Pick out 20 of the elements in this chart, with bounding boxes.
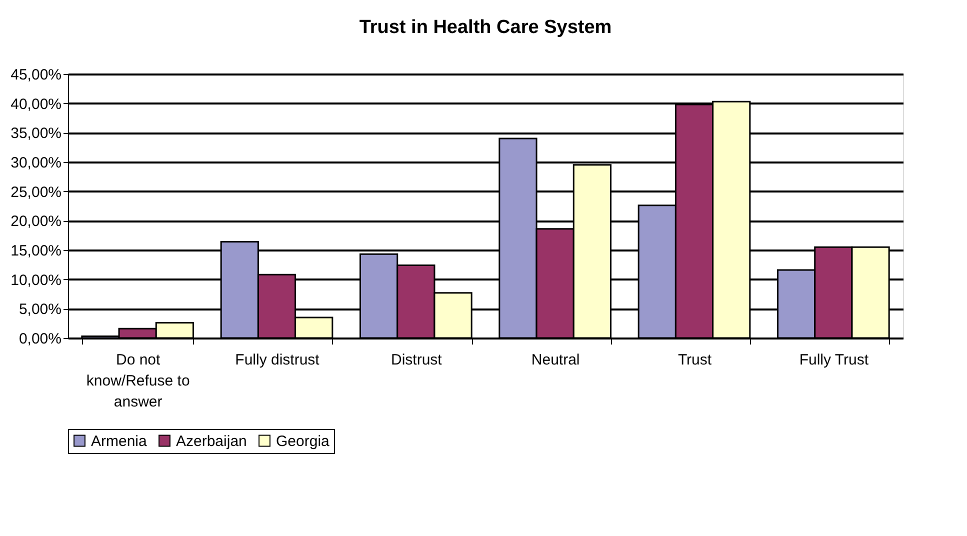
chart-title: Trust in Health Care System [359,17,612,38]
y-tick-label: 15,00% [10,242,62,260]
y-tick-label: 20,00% [10,213,62,230]
x-tick-label: Neutral [531,352,580,368]
y-tick-label: 35,00% [10,125,62,142]
y-tick-label: 0,00% [18,330,62,348]
legend-label: Azerbaijan [176,432,247,450]
y-tick-label: 40,00% [10,96,62,113]
legend-label: Armenia [91,432,148,450]
x-tick-label: Do not know/Refuse to answer [86,352,190,410]
x-tick-label: Trust [678,352,712,368]
y-tick-label: 25,00% [10,184,62,201]
y-tick-label: 10,00% [10,272,62,289]
y-tick-label: 45,00% [10,66,62,84]
legend-label: Georgia [276,432,330,450]
y-tick-label: 30,00% [10,154,62,172]
x-tick-label: Fully Trust [799,352,870,368]
y-tick-label: 5,00% [18,301,62,318]
x-tick-label: Fully distrust [235,352,320,368]
x-tick-label: Distrust [390,352,443,368]
